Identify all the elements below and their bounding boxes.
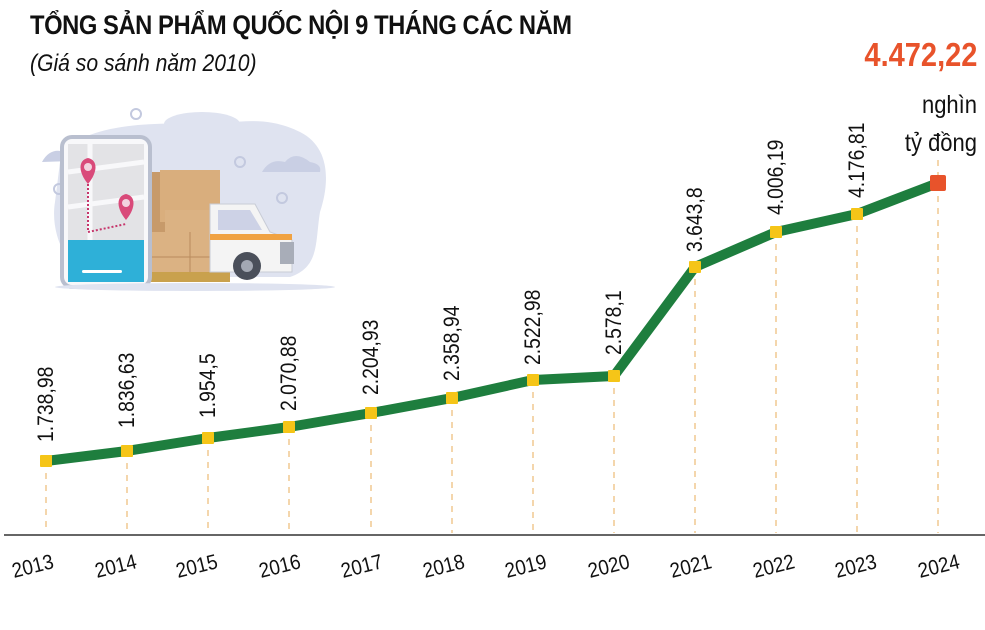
value-label-2023: 4.176,81	[845, 123, 869, 198]
value-label-2013: 1.738,98	[34, 367, 58, 442]
value-label-2022: 4.006,19	[764, 140, 788, 215]
value-label-2015: 1.954,5	[196, 353, 220, 418]
x-label-2020: 2020	[586, 550, 632, 583]
x-label-2013: 2013	[10, 550, 56, 583]
value-label-2021: 3.643,8	[683, 187, 707, 252]
x-label-2016: 2016	[257, 550, 303, 583]
x-label-2015: 2015	[174, 550, 220, 583]
x-label-2021: 2021	[668, 550, 714, 583]
x-axis-labels: 2013 2014 2015 2016 2017 2018 2019 2020 …	[10, 550, 962, 583]
value-label-2017: 2.204,93	[359, 320, 383, 395]
x-label-2017: 2017	[339, 550, 385, 583]
value-label-2020: 2.578,1	[602, 290, 626, 355]
value-label-2018: 2.358,94	[440, 306, 464, 381]
delivery-truck-phone-map-icon	[42, 108, 335, 291]
latest-marker	[930, 175, 946, 191]
x-label-2018: 2018	[421, 550, 467, 583]
value-label-2014: 1.836,63	[115, 353, 139, 428]
latest-value-highlight: 4.472,22	[863, 36, 977, 73]
unit-label: nghìn tỷ đồng	[905, 86, 977, 162]
x-label-2023: 2023	[833, 550, 879, 583]
chart-subtitle: (Giá so sánh năm 2010)	[30, 50, 257, 77]
chart-title: TỔNG SẢN PHẨM QUỐC NỘI 9 THÁNG CÁC NĂM	[30, 10, 572, 40]
value-label-2019: 2.522,98	[521, 290, 545, 365]
x-label-2019: 2019	[503, 550, 549, 583]
unit-line-1: nghìn	[921, 91, 977, 119]
value-label-2016: 2.070,88	[277, 336, 301, 411]
data-line	[45, 178, 940, 466]
data-markers	[40, 208, 863, 467]
x-label-2022: 2022	[751, 550, 797, 583]
guide-lines	[45, 160, 939, 533]
x-label-2024: 2024	[916, 550, 962, 583]
x-label-2014: 2014	[93, 550, 139, 583]
value-labels: 1.738,98 1.836,63 1.954,5 2.070,88 2.204…	[34, 123, 869, 442]
unit-line-2: tỷ đồng	[904, 129, 977, 157]
